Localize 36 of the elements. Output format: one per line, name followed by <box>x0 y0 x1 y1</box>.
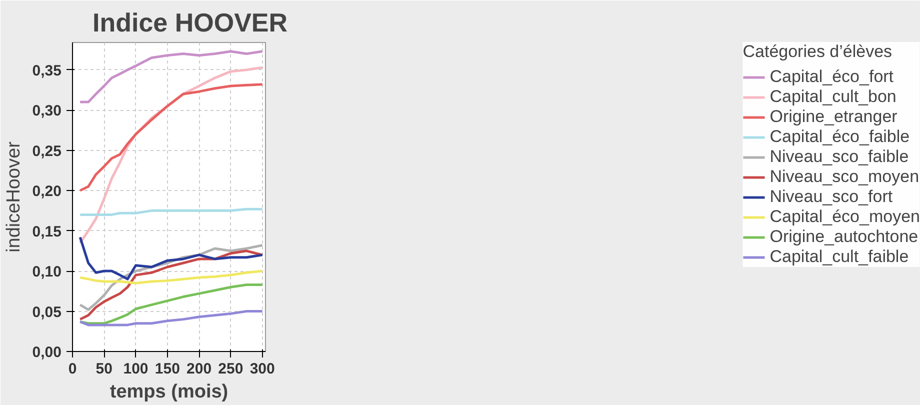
x-tick-label: 250 <box>218 360 244 378</box>
legend-label: Niveau_sco_moyen <box>770 167 920 187</box>
x-tick-label: 0 <box>68 360 77 378</box>
y-tick-label: 0,35 <box>32 62 62 80</box>
y-tick-label: 0,15 <box>32 223 62 240</box>
line-series <box>78 270 264 284</box>
x-axis-title: temps (mois) <box>110 382 228 402</box>
legend-label: Niveau_sco_faible <box>770 147 909 167</box>
y-tick-label: 0,25 <box>32 142 62 160</box>
line-series <box>78 236 264 280</box>
legend-label: Niveau_sco_fort <box>770 187 893 207</box>
x-tick-label: 150 <box>154 360 180 378</box>
legend-label: Origine_etranger <box>770 107 898 127</box>
legend-title: Catégories d’élèves <box>742 42 894 62</box>
line-series <box>78 310 264 326</box>
chart-title: Indice HOOVER <box>92 8 288 38</box>
y-tick-label: 0,00 <box>32 344 62 361</box>
legend-label: Capital_éco_fort <box>770 67 894 87</box>
x-tick-label: 50 <box>96 360 112 378</box>
legend-label: Capital_éco_faible <box>770 127 910 147</box>
line-series <box>78 283 264 325</box>
y-tick-label: 0,10 <box>32 264 62 281</box>
line-series <box>78 50 264 104</box>
y-tick-label: 0,05 <box>32 304 62 321</box>
legend-label: Origine_autochtone <box>770 227 918 247</box>
x-tick-label: 300 <box>250 360 275 378</box>
y-tick-label: 0,20 <box>32 183 62 200</box>
x-tick-label: 100 <box>123 360 148 378</box>
line-series <box>78 83 264 192</box>
y-axis-title: indiceHoover <box>3 140 24 252</box>
legend-label: Capital_éco_moyen <box>770 207 920 227</box>
legend-label: Capital_cult_faible <box>770 247 909 267</box>
x-tick-label: 200 <box>186 360 212 378</box>
y-tick-label: 0,30 <box>32 102 62 120</box>
legend-label: Capital_cult_bon <box>770 87 896 107</box>
line-series <box>78 250 264 321</box>
